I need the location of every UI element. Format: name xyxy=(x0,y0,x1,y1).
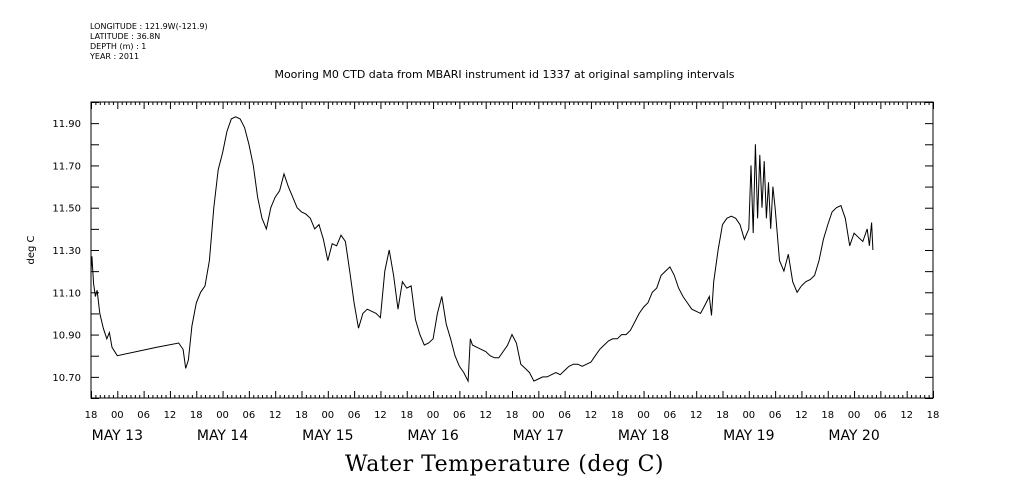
x-hour-label: 18 xyxy=(821,410,834,421)
y-axis-label: deg C xyxy=(26,235,37,264)
x-hour-label: 12 xyxy=(479,410,492,421)
y-tick-label: 11.90 xyxy=(52,119,81,130)
x-hour-label: 12 xyxy=(164,410,177,421)
x-hour-label: 06 xyxy=(137,410,150,421)
metadata-block: LONGITUDE : 121.9W(-121.9) LATITUDE : 36… xyxy=(90,22,208,62)
y-tick-label: 10.70 xyxy=(52,373,81,384)
x-hour-label: 06 xyxy=(348,410,361,421)
x-day-label: MAY 15 xyxy=(302,428,353,444)
x-hour-label: 18 xyxy=(927,410,940,421)
y-tick-label: 10.90 xyxy=(52,331,81,342)
x-day-label: MAY 13 xyxy=(92,428,143,444)
y-tick-label: 11.70 xyxy=(52,161,81,172)
x-hour-label: 18 xyxy=(506,410,519,421)
metadata-year: YEAR : 2011 xyxy=(90,52,140,61)
x-hour-label: 12 xyxy=(795,410,808,421)
metadata-latitude: LATITUDE : 36.8N xyxy=(90,32,161,41)
x-hour-label: 00 xyxy=(216,410,229,421)
chart-title: Mooring M0 CTD data from MBARI instrumen… xyxy=(274,68,735,81)
x-hour-label: 18 xyxy=(716,410,729,421)
x-hour-label: 00 xyxy=(427,410,440,421)
x-hour-label: 00 xyxy=(321,410,334,421)
x-hour-label: 00 xyxy=(532,410,545,421)
x-hour-label: 06 xyxy=(874,410,887,421)
metadata-depth: DEPTH (m) : 1 xyxy=(90,42,147,51)
x-hour-label: 12 xyxy=(690,410,703,421)
x-hour-label: 06 xyxy=(769,410,782,421)
x-hour-label: 18 xyxy=(400,410,413,421)
x-hour-label: 00 xyxy=(111,410,124,421)
x-hour-label: 12 xyxy=(900,410,913,421)
y-tick-label: 11.30 xyxy=(52,246,81,257)
x-hour-label: 06 xyxy=(558,410,571,421)
y-tick-label: 11.10 xyxy=(52,288,81,299)
x-day-label: MAY 18 xyxy=(618,428,669,444)
x-hour-label: 06 xyxy=(664,410,677,421)
x-hour-label: 12 xyxy=(585,410,598,421)
x-hour-label: 12 xyxy=(374,410,387,421)
x-day-label: MAY 20 xyxy=(828,428,879,444)
x-axis-label: Water Temperature (deg C) xyxy=(345,452,664,477)
x-hour-label: 00 xyxy=(848,410,861,421)
x-hour-label: 06 xyxy=(243,410,256,421)
y-tick-label: 11.50 xyxy=(52,204,81,215)
x-hour-label: 00 xyxy=(637,410,650,421)
x-day-label: MAY 17 xyxy=(513,428,564,444)
x-hour-label: 18 xyxy=(611,410,624,421)
x-day-label: MAY 16 xyxy=(407,428,458,444)
x-hour-label: 18 xyxy=(190,410,203,421)
series-line xyxy=(90,116,874,384)
metadata-longitude: LONGITUDE : 121.9W(-121.9) xyxy=(90,22,208,31)
x-hour-label: 06 xyxy=(453,410,466,421)
x-hour-label: 18 xyxy=(85,410,98,421)
x-day-label: MAY 14 xyxy=(197,428,248,444)
x-hour-label: 18 xyxy=(295,410,308,421)
x-hour-label: 12 xyxy=(269,410,282,421)
plot-frame xyxy=(90,101,934,399)
x-day-label: MAY 19 xyxy=(723,428,774,444)
x-hour-label: 00 xyxy=(742,410,755,421)
